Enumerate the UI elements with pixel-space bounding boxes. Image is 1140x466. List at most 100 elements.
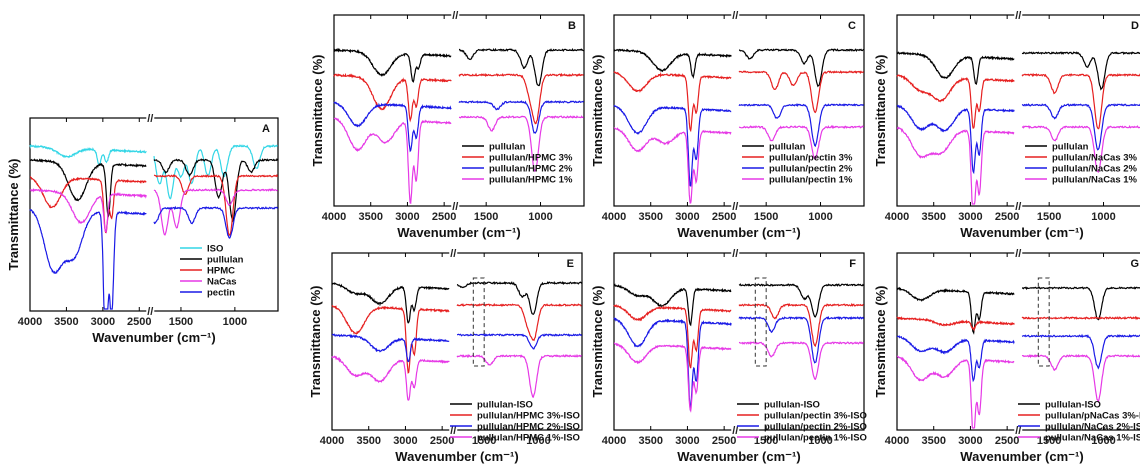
axis-break-gap <box>1014 202 1023 210</box>
legend-label: pullulan <box>489 142 526 153</box>
legend-label: pullulan/pectin 3%-ISO <box>764 411 867 422</box>
panel-letter: E <box>567 258 574 270</box>
spectrum-line-2 <box>896 315 1015 332</box>
spectrum-line-1 <box>153 144 279 200</box>
spectrum-line-4 <box>613 342 732 413</box>
spectrum-line-5 <box>29 208 147 310</box>
x-tick-label: 2500 <box>712 435 736 447</box>
x-tick-label: 4000 <box>602 211 626 223</box>
spectrum-line-3 <box>458 100 584 134</box>
x-axis-label: Wavenumber (cm⁻¹) <box>677 449 800 464</box>
spectrum-line-3 <box>29 176 147 234</box>
spectrum-line-2 <box>29 158 147 219</box>
x-tick-label: 1500 <box>169 316 193 328</box>
axis-break-mark: // <box>732 201 738 213</box>
spectrum-line-3 <box>738 102 864 148</box>
legend-label: pullulan-ISO <box>1045 400 1101 411</box>
legend-label: pullulan <box>769 142 806 153</box>
panel-d: // // 4000 3500 3000 2500 1500 1000 Wavenumber (… <box>873 10 1140 240</box>
axis-break-mark: // <box>1015 425 1021 437</box>
spectrum-line-1 <box>896 286 1015 335</box>
axis-break-gap <box>731 426 740 434</box>
x-tick-label: 1500 <box>472 435 496 447</box>
x-tick-label: 2500 <box>712 211 736 223</box>
spectrum-line-1 <box>1021 51 1140 91</box>
spectrum-line-3 <box>738 315 865 364</box>
y-axis-label: Transmittance (%) <box>6 159 21 271</box>
legend-label: pullulan/NaCas 1% <box>1052 175 1138 186</box>
spectrum-line-3 <box>896 104 1015 175</box>
panel-g: // // 4000 3500 3000 2500 1500 1000 Wavenumber (… <box>873 248 1140 464</box>
axis-break-gap <box>449 426 458 434</box>
axis-break-mark: // <box>1015 248 1021 260</box>
legend-label: pullulan/pectin 2% <box>769 164 853 175</box>
legend-label: pullulan/pectin 3% <box>769 153 853 164</box>
x-tick-label: 2500 <box>430 435 454 447</box>
axis-break-mark: // <box>1015 10 1021 22</box>
spectrum-line-1 <box>1022 286 1140 321</box>
axis-break-gap <box>451 202 460 210</box>
spectrum-line-4 <box>459 115 584 172</box>
x-tick-label: 3500 <box>638 211 662 223</box>
x-axis-label: Wavenumber (cm⁻¹) <box>92 330 215 345</box>
x-tick-label: 4000 <box>322 211 346 223</box>
spectrum-line-3 <box>153 173 279 236</box>
x-tick-label: 3000 <box>91 316 115 328</box>
spectrum-line-2 <box>896 74 1015 129</box>
legend-label: NaCas <box>207 277 237 288</box>
panel-c: // // 4000 3500 3000 2500 1500 1000 Wavenumber (… <box>590 10 865 240</box>
panel-e: // // 4000 3500 3000 2500 1500 1000 Wavenumber (… <box>308 248 583 464</box>
x-tick-label: 4000 <box>885 211 909 223</box>
spectrum-line-3 <box>333 101 452 153</box>
axis-break-gap <box>731 202 740 210</box>
x-tick-label: 1500 <box>1037 211 1061 223</box>
x-tick-label: 3000 <box>395 211 419 223</box>
spectrum-line-2 <box>738 70 865 114</box>
x-axis-label: Wavenumber (cm⁻¹) <box>960 225 1083 240</box>
axis-break-gap <box>146 114 155 122</box>
axis-break-mark: // <box>452 201 458 213</box>
panel-letter: C <box>848 20 856 32</box>
spectrum-line-4 <box>896 126 1015 205</box>
highlight-region-box <box>472 277 485 367</box>
panel-letter: B <box>568 20 576 32</box>
spectrum-line-3 <box>457 332 583 350</box>
spectrum-line-1 <box>738 283 865 318</box>
axis-break-gap <box>731 249 740 257</box>
x-axis-label: Wavenumber (cm⁻¹) <box>395 449 518 464</box>
x-tick-label: 3000 <box>675 211 699 223</box>
x-tick-label: 1000 <box>1091 435 1115 447</box>
legend-label: pullulan/HPMC 3% <box>489 153 573 164</box>
spectrum-line-2 <box>1021 316 1140 321</box>
spectrum-line-4 <box>333 117 452 205</box>
x-tick-label: 2500 <box>127 316 151 328</box>
axis-break-mark: // <box>1015 201 1021 213</box>
plot-frame <box>29 117 279 312</box>
spectrum-line-4 <box>1021 125 1140 174</box>
spectrum-line-4 <box>153 188 278 236</box>
spectrum-line-1 <box>739 48 865 88</box>
legend-label: pullulan/NaCas 1%-ISO <box>1045 433 1140 444</box>
x-axis-label: Wavenumber (cm⁻¹) <box>397 225 520 240</box>
y-axis-label: Transmittance (%) <box>590 286 605 398</box>
x-tick-label: 1000 <box>808 211 832 223</box>
axis-break-gap <box>1014 249 1023 257</box>
legend-label: pullulan/HPMC 3%-ISO <box>477 411 580 422</box>
spectrum-line-1 <box>896 51 1015 86</box>
spectrum-line-1 <box>333 47 452 83</box>
axis-break-gap <box>146 307 155 315</box>
x-tick-label: 4000 <box>602 435 626 447</box>
highlight-region-box <box>754 277 767 367</box>
spectrum-line-4 <box>29 187 147 234</box>
x-tick-label: 1500 <box>754 211 778 223</box>
spectrum-line-2 <box>738 302 864 348</box>
y-axis-label: Transmittance (%) <box>310 55 325 167</box>
spectrum-line-1 <box>29 143 147 166</box>
spectrum-line-2 <box>613 71 732 133</box>
x-tick-label: 3500 <box>921 435 945 447</box>
x-tick-label: 1000 <box>1091 211 1115 223</box>
axis-break-mark: // <box>147 113 153 125</box>
legend-label: pullulan/NaCas 2% <box>1052 164 1138 175</box>
x-tick-label: 3000 <box>958 435 982 447</box>
x-tick-label: 4000 <box>18 316 42 328</box>
